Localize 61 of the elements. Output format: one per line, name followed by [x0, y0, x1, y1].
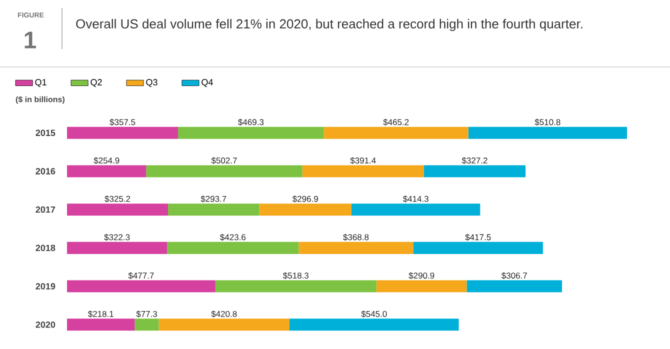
data-label: $325.2: [104, 196, 130, 202]
bar: [168, 204, 260, 216]
bar: [158, 318, 290, 331]
y-tick-label: 2020: [36, 321, 56, 328]
bar: [351, 204, 480, 216]
data-label: $518.3: [282, 272, 309, 280]
data-label: $296.9: [292, 196, 318, 202]
bar: [413, 242, 543, 254]
data-label: $218.1: [88, 310, 114, 318]
bar: [67, 165, 146, 178]
y-tick-label: 2015: [36, 130, 56, 136]
bar: [259, 204, 352, 216]
chart-subtitle: ($ in billions): [16, 96, 64, 104]
bar: [302, 165, 424, 178]
data-label: $469.3: [238, 118, 264, 126]
bar: [167, 242, 299, 254]
y-tick-label: 2018: [36, 244, 56, 252]
bar: [67, 126, 178, 139]
data-label: $327.2: [462, 157, 488, 164]
data-label: $357.5: [110, 118, 136, 126]
data-label: $545.0: [361, 310, 387, 318]
data-label: $477.7: [128, 272, 154, 280]
data-label: $322.3: [104, 234, 130, 241]
bar: [376, 280, 467, 292]
y-tick-label: 2017: [36, 206, 56, 213]
data-label: $306.7: [501, 272, 527, 280]
bar: [134, 318, 159, 331]
legend-label: Q1: [35, 79, 46, 88]
bar: [324, 126, 468, 139]
text: 1: [24, 32, 36, 48]
legend-label: Q4: [202, 79, 213, 88]
y-tick-label: 2019: [36, 283, 56, 290]
data-label: $77.3: [136, 310, 158, 318]
bar: [146, 165, 302, 178]
data-label: $465.2: [383, 118, 409, 126]
bar: [289, 318, 459, 331]
bar: [67, 204, 168, 216]
bar: [215, 280, 376, 292]
bar: [468, 126, 627, 139]
data-label: $290.9: [408, 272, 434, 280]
data-label: $391.4: [350, 157, 376, 164]
bar: [67, 242, 168, 254]
bar: [67, 280, 216, 292]
data-label: $502.7: [211, 157, 237, 164]
bar: [178, 126, 324, 139]
bar: [67, 318, 135, 331]
data-label: $254.9: [94, 157, 120, 164]
data-label: $414.3: [402, 196, 428, 202]
data-label: $423.6: [220, 234, 246, 241]
legend-label: Q3: [146, 79, 158, 88]
data-label: $510.8: [534, 118, 560, 126]
bar: [298, 242, 414, 254]
data-label: $368.8: [343, 234, 369, 241]
y-tick-label: 2016: [36, 168, 56, 174]
chart-title: Overall US deal volume fell 21% in 2020, but reached a record high in the fourth quarter.: [76, 18, 582, 32]
bar: [466, 280, 562, 292]
data-label: $417.5: [465, 234, 491, 241]
data-label: $420.8: [211, 310, 237, 318]
bar: [424, 165, 526, 178]
legend-label: Q2: [90, 79, 102, 88]
data-label: $293.7: [200, 196, 226, 202]
